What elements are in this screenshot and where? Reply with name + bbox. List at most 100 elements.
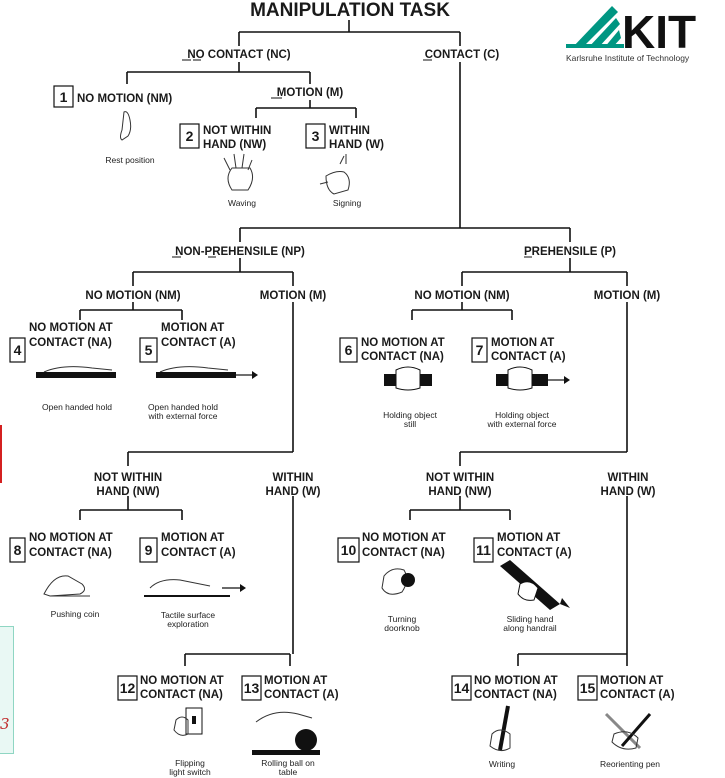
node-6-number: 6 bbox=[345, 342, 353, 358]
node-15-line1: MOTION AT bbox=[600, 675, 663, 687]
node-4-number-box bbox=[9, 337, 26, 363]
node-9-number: 9 bbox=[145, 542, 153, 558]
p-not-within-line2: HAND (NW) bbox=[428, 486, 491, 498]
diagram-title: MANIPULATION TASK bbox=[250, 0, 450, 21]
node-5-line1: MOTION AT bbox=[161, 322, 224, 334]
open-hand-hold-icon bbox=[36, 366, 116, 378]
node-12-caption-line2: light switch bbox=[169, 767, 211, 777]
left-panel-glyph: 3 bbox=[0, 715, 10, 733]
node-9-caption-line1: Tactile surface bbox=[161, 610, 216, 620]
node-1: 1 NO MOTION (NM) Rest position bbox=[53, 85, 172, 165]
node-6-number-box bbox=[339, 337, 358, 363]
node-14: 14 NO MOTION AT CONTACT (NA) Writing bbox=[451, 675, 558, 769]
node-11-number-box bbox=[473, 537, 494, 563]
node-14-caption: Writing bbox=[489, 759, 516, 769]
node-12-number-box bbox=[117, 675, 138, 701]
node-5-number: 5 bbox=[145, 342, 153, 358]
holding-object-icon bbox=[384, 366, 432, 391]
node-7-number-box bbox=[471, 337, 488, 363]
contact-header: CONTACT (C) bbox=[425, 49, 500, 61]
node-9-line2: CONTACT (A) bbox=[161, 547, 236, 559]
p-within-line1: WITHIN bbox=[608, 472, 649, 484]
node-12-caption-line1: Flipping bbox=[175, 758, 205, 768]
node-6-line1: NO MOTION AT bbox=[361, 337, 445, 349]
node-5-line2: CONTACT (A) bbox=[161, 337, 236, 349]
non-prehensile-header: NON-PREHENSILE (NP) bbox=[175, 246, 305, 258]
kit-logo-mark bbox=[566, 6, 624, 48]
node-11-caption-line1: Sliding hand bbox=[507, 614, 554, 624]
node-4: 4 NO MOTION AT CONTACT (NA) Open handed … bbox=[9, 322, 116, 412]
node-4-line2: CONTACT (NA) bbox=[29, 337, 112, 349]
node-6-caption-line1: Holding object bbox=[383, 410, 438, 420]
node-2: 2 NOT WITHIN HAND (NW) Waving bbox=[179, 123, 271, 208]
node-9: 9 MOTION AT CONTACT (A) Tactile surface … bbox=[139, 532, 246, 629]
prehensile-header: PREHENSILE (P) bbox=[524, 246, 616, 258]
node-12-line1: NO MOTION AT bbox=[140, 675, 224, 687]
no-contact-header: NO CONTACT (NC) bbox=[187, 49, 290, 61]
node-10-number: 10 bbox=[341, 542, 357, 558]
kit-logo: KIT Karlsruhe Institute of Technology bbox=[566, 6, 696, 63]
node-7: 7 MOTION AT CONTACT (A) Holding object w… bbox=[471, 337, 570, 429]
node-10-line1: NO MOTION AT bbox=[362, 532, 446, 544]
node-8-line1: NO MOTION AT bbox=[29, 532, 113, 544]
node-11-line1: MOTION AT bbox=[497, 532, 560, 544]
node-2-line1: NOT WITHIN bbox=[203, 125, 271, 137]
node-13-number-box bbox=[241, 675, 262, 701]
np-not-within-line2: HAND (NW) bbox=[96, 486, 159, 498]
node-13-number: 13 bbox=[244, 680, 260, 696]
node-6-line2: CONTACT (NA) bbox=[361, 351, 444, 363]
node-8-line2: CONTACT (NA) bbox=[29, 547, 112, 559]
node-2-number-box bbox=[179, 123, 200, 149]
node-9-line1: MOTION AT bbox=[161, 532, 224, 544]
node-1-label: NO MOTION (NM) bbox=[77, 93, 172, 105]
node-7-caption-line1: Holding object bbox=[495, 410, 550, 420]
node-12-number: 12 bbox=[120, 680, 136, 696]
node-3-number-box bbox=[305, 123, 326, 149]
node-1-caption: Rest position bbox=[105, 155, 154, 165]
node-4-line1: NO MOTION AT bbox=[29, 322, 113, 334]
signing-hand-icon bbox=[319, 154, 350, 195]
node-13-caption-line2: table bbox=[279, 767, 298, 777]
node-10-caption-line1: Turning bbox=[388, 614, 417, 624]
node-13-line2: CONTACT (A) bbox=[264, 689, 339, 701]
node-15-caption: Reorienting pen bbox=[600, 759, 660, 769]
node-13-caption-line1: Rolling ball on bbox=[261, 758, 315, 768]
node-10-line2: CONTACT (NA) bbox=[362, 547, 445, 559]
node-13-line1: MOTION AT bbox=[264, 675, 327, 687]
node-7-number: 7 bbox=[476, 342, 484, 358]
doorknob-icon bbox=[381, 568, 415, 595]
kit-wordmark: KIT bbox=[622, 6, 696, 58]
holding-object-force-icon bbox=[496, 366, 570, 391]
node-11-number: 11 bbox=[476, 542, 491, 558]
node-9-number-box bbox=[139, 537, 158, 563]
nc-motion-header: MOTION (M) bbox=[277, 87, 344, 99]
tree-connectors bbox=[79, 20, 628, 666]
node-15-line2: CONTACT (A) bbox=[600, 689, 675, 701]
sliding-handrail-icon bbox=[500, 560, 570, 610]
tactile-exploration-icon bbox=[144, 579, 246, 597]
writing-icon bbox=[489, 705, 511, 752]
reorienting-pen-icon bbox=[604, 712, 652, 750]
node-12-line2: CONTACT (NA) bbox=[140, 689, 223, 701]
node-14-line1: NO MOTION AT bbox=[474, 675, 558, 687]
np-within-line1: WITHIN bbox=[273, 472, 314, 484]
np-no-motion-header: NO MOTION (NM) bbox=[85, 290, 180, 302]
rest-hand-icon bbox=[120, 111, 132, 141]
node-8-number: 8 bbox=[14, 542, 22, 558]
np-not-within-line1: NOT WITHIN bbox=[94, 472, 162, 484]
node-13: 13 MOTION AT CONTACT (A) Rolling ball on… bbox=[241, 675, 339, 777]
np-within-line2: HAND (W) bbox=[266, 486, 321, 498]
node-3: 3 WITHIN HAND (W) Signing bbox=[305, 123, 384, 208]
open-hand-force-icon bbox=[156, 366, 258, 379]
node-11: 11 MOTION AT CONTACT (A) Sliding hand al… bbox=[473, 532, 572, 633]
node-2-caption: Waving bbox=[228, 198, 256, 208]
node-15-number-box bbox=[577, 675, 598, 701]
node-8-number-box bbox=[9, 537, 26, 563]
left-red-bar bbox=[0, 425, 2, 483]
rolling-ball-icon bbox=[252, 711, 320, 755]
node-14-number-box bbox=[451, 675, 472, 701]
node-11-line2: CONTACT (A) bbox=[497, 547, 572, 559]
node-2-number: 2 bbox=[186, 128, 194, 144]
node-10-caption-line2: doorknob bbox=[384, 623, 420, 633]
